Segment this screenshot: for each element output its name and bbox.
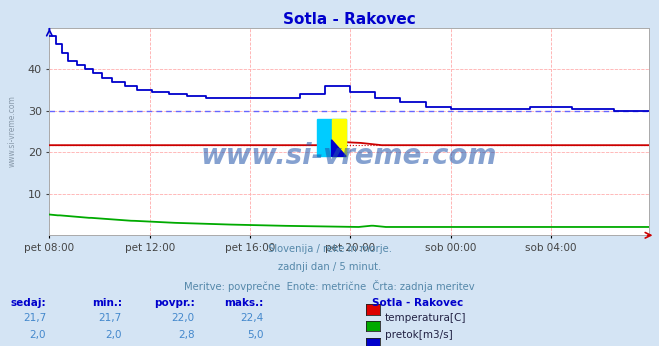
- Text: zadnji dan / 5 minut.: zadnji dan / 5 minut.: [278, 262, 381, 272]
- Text: www.si-vreme.com: www.si-vreme.com: [8, 95, 17, 167]
- Text: 2,8: 2,8: [178, 330, 194, 340]
- Text: 5,0: 5,0: [247, 330, 264, 340]
- Text: povpr.:: povpr.:: [154, 298, 194, 308]
- Text: sedaj:: sedaj:: [11, 298, 46, 308]
- Text: pretok[m3/s]: pretok[m3/s]: [385, 330, 453, 340]
- Text: 2,0: 2,0: [105, 330, 122, 340]
- Bar: [331, 119, 346, 156]
- Text: 2,0: 2,0: [30, 330, 46, 340]
- Text: min.:: min.:: [92, 298, 122, 308]
- Text: 21,7: 21,7: [23, 313, 46, 323]
- Text: 21,7: 21,7: [99, 313, 122, 323]
- Text: temperatura[C]: temperatura[C]: [385, 313, 467, 323]
- Text: maks.:: maks.:: [224, 298, 264, 308]
- Bar: [317, 119, 346, 156]
- Title: Sotla - Rakovec: Sotla - Rakovec: [283, 11, 416, 27]
- Text: www.si-vreme.com: www.si-vreme.com: [201, 143, 498, 170]
- Text: Sotla - Rakovec: Sotla - Rakovec: [372, 298, 463, 308]
- Text: 22,0: 22,0: [171, 313, 194, 323]
- Text: Slovenija / reke in morje.: Slovenija / reke in morje.: [268, 244, 391, 254]
- Text: Meritve: povprečne  Enote: metrične  Črta: zadnja meritev: Meritve: povprečne Enote: metrične Črta:…: [184, 280, 475, 292]
- Text: 22,4: 22,4: [241, 313, 264, 323]
- Polygon shape: [331, 140, 346, 156]
